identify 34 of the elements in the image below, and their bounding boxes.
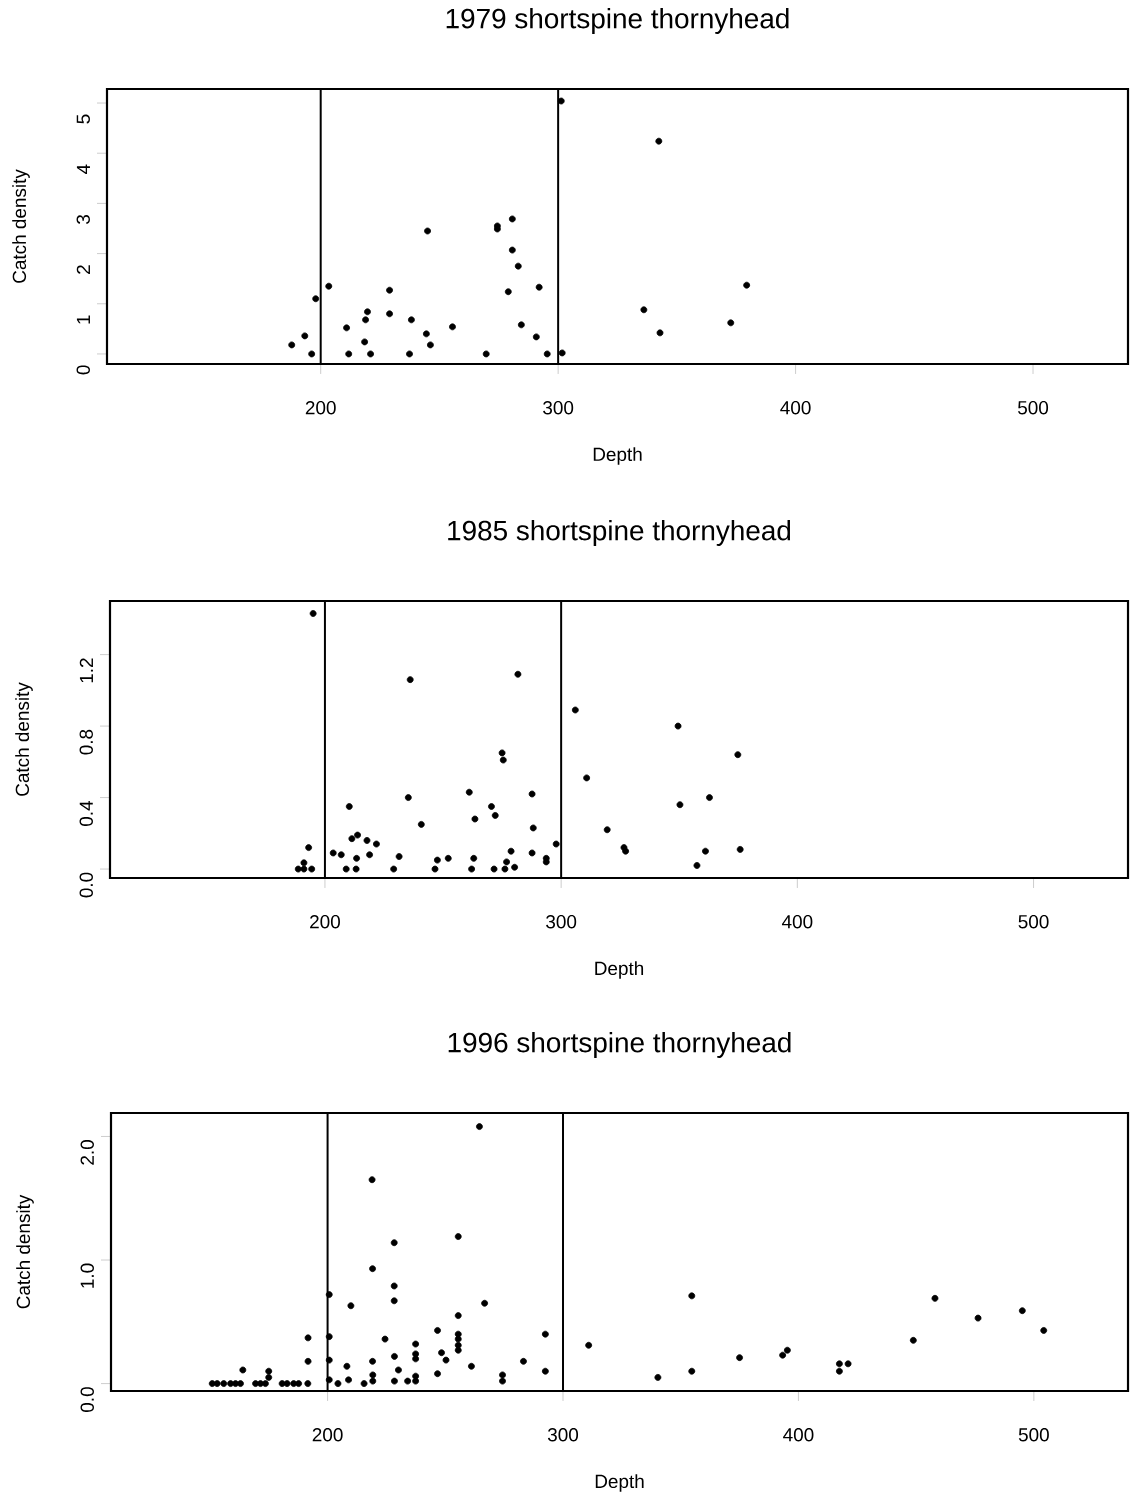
x-axis-title: Depth [593, 447, 642, 465]
y-tick-label: 0.8 [79, 729, 93, 755]
x-tick-label: 400 [781, 915, 813, 929]
x-axis-title: Depth [595, 961, 644, 979]
x-tick-label: 200 [310, 915, 340, 929]
y-tick-label: 5 [76, 114, 90, 124]
y-axis-title: Catch density [15, 682, 33, 796]
x-tick-label: 200 [305, 401, 336, 415]
x-tick-label: 500 [1018, 1428, 1049, 1442]
y-tick-label: 1.0 [80, 1263, 94, 1288]
y-tick-label: 4 [76, 164, 90, 175]
x-tick-label: 300 [546, 915, 577, 929]
y-axis-title: Catch density [12, 169, 30, 283]
y-axis-title: Catch density [16, 1194, 34, 1309]
y-tick-label: 0 [76, 365, 90, 375]
y-tick-label: 0.0 [79, 872, 93, 898]
y-tick-label: 0.0 [80, 1387, 94, 1412]
chart-title: 1985 shortspine thornyhead [448, 519, 791, 546]
chart-title: 1996 shortspine thornyhead [448, 1031, 791, 1058]
x-tick-label: 500 [1018, 915, 1049, 929]
y-tick-label: 1.2 [79, 658, 93, 683]
y-tick-label: 2.0 [80, 1140, 94, 1165]
x-tick-label: 200 [312, 1428, 343, 1442]
x-tick-label: 400 [783, 1428, 814, 1442]
y-tick-label: 0.4 [79, 800, 93, 826]
x-tick-label: 400 [780, 401, 811, 415]
y-tick-label: 3 [76, 214, 90, 224]
y-tick-label: 2 [76, 265, 90, 274]
x-axis-title: Depth [595, 1474, 644, 1492]
chart-title: 1979 shortspine thornyhead [446, 7, 789, 34]
y-tick-label: 1 [76, 315, 90, 324]
x-tick-label: 500 [1017, 401, 1049, 415]
x-tick-label: 300 [543, 401, 574, 415]
x-tick-label: 300 [547, 1428, 579, 1442]
